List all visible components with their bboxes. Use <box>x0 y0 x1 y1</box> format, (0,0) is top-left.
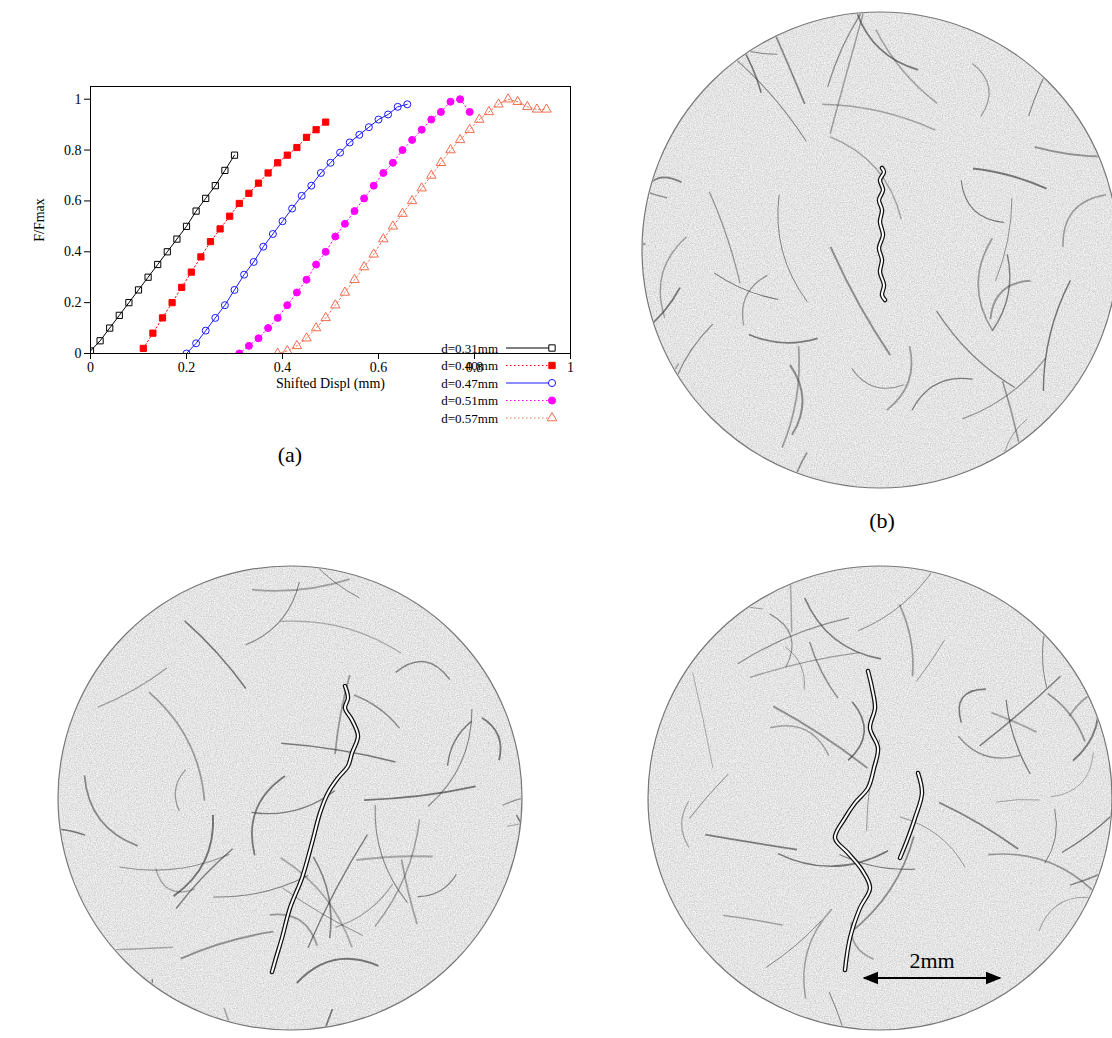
svg-text:0: 0 <box>75 346 82 361</box>
svg-text:d=0.51mm: d=0.51mm <box>441 393 498 408</box>
svg-text:0: 0 <box>87 360 94 375</box>
svg-text:d=0.40mm: d=0.40mm <box>441 358 498 373</box>
svg-text:0.4: 0.4 <box>64 244 82 259</box>
svg-text:0.8: 0.8 <box>64 143 82 158</box>
svg-text:1: 1 <box>567 360 574 375</box>
svg-text:1: 1 <box>75 92 82 107</box>
svg-text:F/Fmax: F/Fmax <box>32 198 47 242</box>
svg-text:0.2: 0.2 <box>178 360 196 375</box>
svg-text:0.2: 0.2 <box>64 295 82 310</box>
svg-text:0.6: 0.6 <box>370 360 388 375</box>
svg-text:0.4: 0.4 <box>274 360 292 375</box>
svg-text:Shifted Displ (mm): Shifted Displ (mm) <box>276 376 385 392</box>
svg-text:d=0.57mm: d=0.57mm <box>441 411 498 426</box>
svg-text:2mm: 2mm <box>909 948 954 973</box>
svg-text:(a): (a) <box>278 442 302 467</box>
svg-text:d=0.47mm: d=0.47mm <box>441 376 498 391</box>
svg-text:(b): (b) <box>869 508 895 533</box>
svg-text:d=0.31mm: d=0.31mm <box>441 341 498 356</box>
svg-text:0.6: 0.6 <box>64 193 82 208</box>
